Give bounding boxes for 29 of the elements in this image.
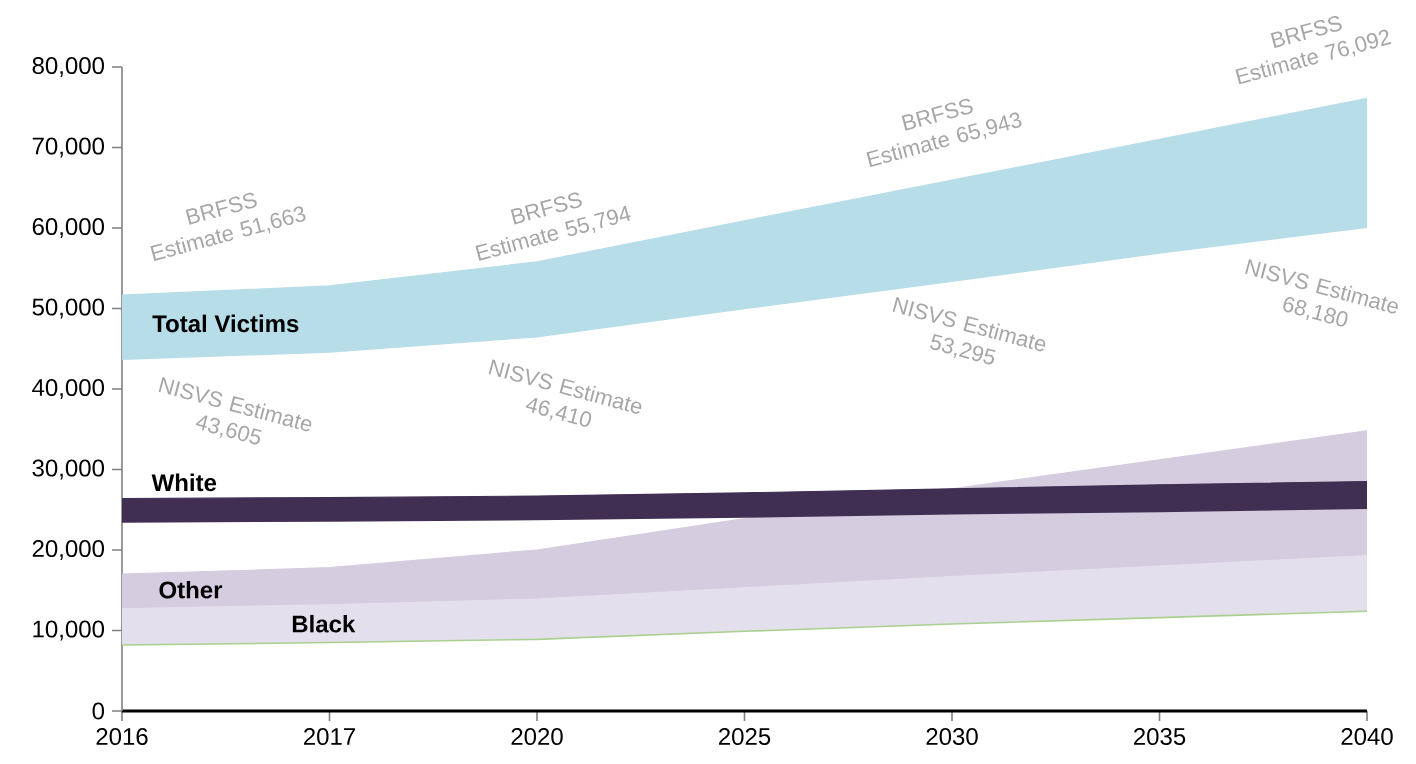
y-tick-label: 0 xyxy=(92,702,105,720)
annotation: NISVS Estimate 43,605 xyxy=(158,377,312,445)
x-tick-label: 2030 xyxy=(926,728,978,746)
y-tick-label: 70,000 xyxy=(32,137,105,158)
series-label: Black xyxy=(292,614,356,633)
annotation: BRFSS Estimate 51,663 xyxy=(150,192,306,261)
x-tick-label: 2020 xyxy=(511,728,563,746)
line-series xyxy=(121,610,1368,646)
y-tick-label: 20,000 xyxy=(32,540,105,560)
y-tick-label: 40,000 xyxy=(32,379,105,399)
annotation: NISVS Estimate 53,295 xyxy=(892,297,1046,365)
x-tick-label: 2035 xyxy=(1134,728,1186,746)
annotation: NISVS Estimate 46,410 xyxy=(488,359,642,427)
y-tick-label: 60,000 xyxy=(32,218,105,238)
annotation: BRFSS Estimate 76,092 xyxy=(1235,16,1392,85)
y-tick-label: 50,000 xyxy=(32,298,105,319)
series-label: White xyxy=(151,473,217,492)
annotation: NISVS Estimate 68,180 xyxy=(1245,259,1398,327)
series-label: Total Victims xyxy=(152,314,299,333)
x-tick-label: 2025 xyxy=(719,728,771,746)
y-tick-label: 10,000 xyxy=(33,620,105,641)
x-tick-label: 2016 xyxy=(96,728,148,746)
y-tick-label: 80,000 xyxy=(32,57,105,77)
x-tick-label: 2017 xyxy=(304,728,355,746)
x-tick-label: 2040 xyxy=(1341,728,1393,746)
series-label: Other xyxy=(159,580,223,599)
y-tick-label: 30,000 xyxy=(32,459,105,480)
annotation: BRFSS Estimate 55,794 xyxy=(475,192,631,261)
annotation: BRFSS Estimate 65,943 xyxy=(866,98,1022,168)
